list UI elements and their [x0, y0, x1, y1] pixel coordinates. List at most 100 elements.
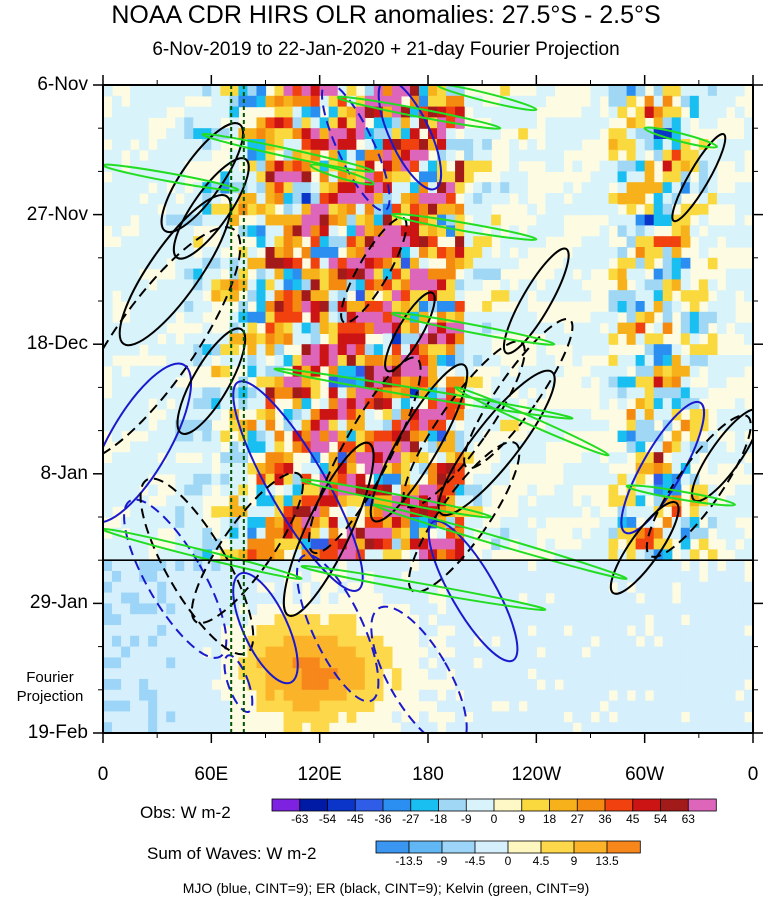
shading-cell — [418, 722, 429, 733]
shading-cell — [536, 355, 546, 367]
shading-cell — [157, 560, 167, 572]
shading-cell — [274, 139, 285, 151]
shading-cell — [590, 236, 601, 248]
shading-cell — [184, 333, 194, 345]
shading-cell — [112, 679, 122, 691]
shading-cell — [148, 571, 158, 583]
shading-cell — [644, 657, 655, 669]
shading-cell — [428, 117, 438, 129]
shading-cell — [391, 495, 402, 507]
shading-cell — [328, 419, 339, 432]
shading-cell — [292, 85, 303, 97]
shading-cell — [364, 149, 375, 162]
shading-cell — [211, 203, 221, 216]
shading-cell — [409, 85, 420, 97]
shading-cell — [148, 257, 158, 270]
shading-cell — [103, 614, 113, 626]
shading-cell — [500, 85, 510, 97]
shading-cell — [698, 247, 709, 259]
shading-cell — [301, 463, 312, 475]
shading-cell — [364, 527, 375, 540]
shading-cell — [121, 700, 131, 712]
shading-cell — [518, 247, 528, 259]
shading-cell — [364, 689, 375, 702]
contour-ellipse — [103, 362, 193, 524]
shading-cell — [644, 225, 655, 237]
shading-cell — [446, 106, 456, 118]
shading-cell — [455, 95, 465, 108]
shading-cell — [166, 700, 176, 712]
shading-cell — [184, 625, 194, 637]
shading-cell — [175, 387, 185, 399]
shading-cell — [184, 409, 194, 421]
shading-cell — [175, 95, 185, 108]
colorbar-tick-label: -13.5 — [395, 854, 423, 868]
shading-cell — [148, 463, 158, 475]
shading-cell — [328, 128, 339, 140]
shading-cell — [482, 160, 492, 172]
shading-cell — [391, 139, 402, 151]
shading-cell — [175, 225, 185, 237]
shading-cell — [482, 614, 492, 626]
shading-cell — [346, 203, 357, 216]
shading-cell — [500, 376, 510, 388]
shading-cell — [482, 657, 492, 669]
shading-cell — [743, 333, 753, 345]
shading-cell — [617, 322, 628, 334]
shading-cell — [716, 419, 727, 432]
shading-cell — [148, 333, 158, 345]
shading-cell — [121, 279, 131, 291]
shading-cell — [400, 203, 411, 216]
shading-cell — [157, 257, 167, 270]
shading-cell — [247, 419, 258, 432]
shading-cell — [680, 365, 691, 378]
shading-cell — [644, 463, 655, 475]
shading-cell — [617, 160, 628, 172]
shading-cell — [635, 700, 646, 712]
shading-cell — [409, 193, 420, 205]
shading-cell — [364, 679, 375, 691]
shading-cell — [157, 679, 167, 691]
shading-cell — [409, 441, 420, 453]
shading-cell — [698, 646, 709, 658]
shading-cell — [391, 214, 402, 226]
shading-cell — [536, 236, 546, 248]
shading-cell — [211, 646, 221, 658]
shading-cell — [707, 603, 718, 615]
shading-cell — [716, 376, 727, 388]
shading-cell — [112, 117, 122, 129]
shading-cell — [455, 441, 465, 453]
shading-cell — [464, 700, 474, 712]
shading-cell — [139, 409, 149, 421]
shading-cell — [148, 527, 158, 540]
shading-cell — [346, 625, 357, 637]
shading-cell — [418, 635, 429, 648]
shading-cell — [148, 85, 158, 97]
shading-cell — [635, 679, 646, 691]
shading-cell — [536, 657, 546, 669]
shading-cell — [464, 689, 474, 702]
shading-cell — [418, 214, 429, 226]
shading-cell — [545, 679, 555, 691]
shading-cell — [590, 722, 601, 733]
shading-cell — [139, 182, 149, 194]
shading-cell — [211, 430, 221, 442]
shading-cell — [409, 333, 420, 345]
shading-cell — [518, 236, 528, 248]
shading-cell — [617, 668, 628, 680]
shading-cell — [337, 463, 348, 475]
shading-cell — [265, 279, 276, 291]
shading-cell — [716, 571, 727, 583]
shading-cell — [256, 689, 267, 702]
shading-cell — [175, 344, 185, 356]
shading-cell — [103, 646, 113, 658]
shading-cell — [554, 603, 565, 615]
shading-cell — [608, 452, 619, 464]
shading-cell — [689, 409, 700, 421]
shading-cell — [211, 625, 221, 637]
shading-cell — [148, 106, 158, 118]
shading-cell — [491, 603, 501, 615]
shading-cell — [626, 376, 637, 388]
shading-cell — [283, 106, 294, 118]
shading-cell — [247, 160, 258, 172]
